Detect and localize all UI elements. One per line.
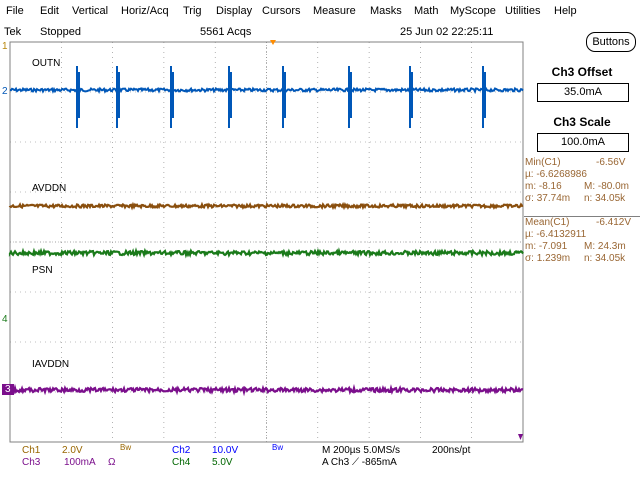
measurement-mean-c1: Mean(C1) -6.412V µ: -6.4132911 m: -7.091… bbox=[524, 217, 640, 274]
menu-utilities[interactable]: Utilities bbox=[505, 5, 541, 17]
menu-file[interactable]: File bbox=[6, 5, 24, 17]
ch3-ohm-icon: Ω bbox=[108, 457, 116, 468]
menu-bar: File Edit Vertical Horiz/Acq Trig Displa… bbox=[0, 0, 640, 24]
buttons-button[interactable]: Buttons bbox=[586, 32, 636, 52]
meas1-title: Min(C1) bbox=[525, 157, 561, 168]
trace-spike bbox=[409, 66, 413, 128]
menu-math[interactable]: Math bbox=[414, 5, 439, 17]
ch3-marker[interactable]: 3 bbox=[2, 384, 14, 395]
trace-label-outn: OUTN bbox=[32, 58, 61, 69]
trace-spike bbox=[170, 66, 174, 128]
menu-trig[interactable]: Trig bbox=[183, 5, 202, 17]
trigger-readout[interactable]: A Ch3 ⟋ -865mA bbox=[322, 457, 397, 468]
menu-myscope[interactable]: MyScope bbox=[450, 5, 496, 17]
acq-count: 5561 Acqs bbox=[200, 26, 252, 38]
meas2-mu: µ: -6.4132911 bbox=[525, 229, 587, 240]
trace-label-avddn: AVDDN bbox=[32, 183, 67, 194]
menu-cursors[interactable]: Cursors bbox=[262, 5, 301, 17]
meas1-min: m: -8.16 bbox=[525, 181, 562, 192]
measurement-divider bbox=[524, 216, 640, 217]
meas2-min: m: -7.091 bbox=[525, 241, 568, 252]
ch2-marker[interactable]: 2 bbox=[2, 86, 8, 97]
trace-spike bbox=[76, 66, 80, 128]
trace-avddn bbox=[8, 201, 524, 211]
trace-label-iavddn: IAVDDN bbox=[32, 359, 70, 370]
meas1-count: n: 34.05k bbox=[584, 193, 626, 204]
ch1-label[interactable]: Ch1 bbox=[22, 445, 41, 456]
trace-outn bbox=[9, 86, 524, 95]
trace-spike bbox=[482, 66, 486, 128]
trace-psn bbox=[8, 247, 524, 259]
trace-spike bbox=[348, 66, 352, 128]
ch3-label[interactable]: Ch3 bbox=[22, 457, 41, 468]
channel-readout-bar: Ch1 2.0V Bw Ch2 10.0V Bw M 200µs 5.0MS/s… bbox=[0, 443, 523, 480]
ch1-marker[interactable]: 1 bbox=[2, 41, 8, 52]
meas1-sigma: σ: 37.74m bbox=[525, 193, 571, 204]
measurement-min-c1: Min(C1) -6.56V µ: -6.6268986 m: -8.16 M:… bbox=[524, 157, 640, 214]
ch4-label[interactable]: Ch4 bbox=[172, 457, 191, 468]
sample-interval: 200ns/pt bbox=[432, 445, 471, 456]
scale-value-field[interactable]: 100.0mA bbox=[537, 133, 629, 152]
waveform-traces bbox=[8, 66, 524, 397]
offset-value-field[interactable]: 35.0mA bbox=[537, 83, 629, 102]
trigger-level-icon bbox=[518, 434, 523, 440]
ch1-scale[interactable]: 2.0V bbox=[62, 445, 83, 456]
meas2-title: Mean(C1) bbox=[525, 217, 570, 228]
ch4-marker[interactable]: 4 bbox=[2, 314, 8, 325]
meas2-sigma: σ: 1.239m bbox=[525, 253, 571, 264]
datetime-label: 25 Jun 02 22:25:11 bbox=[400, 26, 494, 38]
trace-spike bbox=[228, 66, 232, 128]
menu-measure[interactable]: Measure bbox=[313, 5, 356, 17]
acq-state: Stopped bbox=[40, 26, 81, 38]
ch1-bw-icon: Bw bbox=[120, 443, 132, 452]
meas1-value: -6.56V bbox=[596, 157, 626, 168]
trace-spike bbox=[282, 66, 286, 128]
menu-help[interactable]: Help bbox=[554, 5, 577, 17]
trace-iavddn bbox=[8, 383, 524, 397]
ch2-scale[interactable]: 10.0V bbox=[212, 445, 239, 456]
trace-spike bbox=[116, 66, 120, 128]
meas1-max: M: -80.0m bbox=[584, 181, 630, 192]
timebase-readout[interactable]: M 200µs 5.0MS/s bbox=[322, 445, 401, 456]
meas2-value: -6.412V bbox=[596, 217, 632, 228]
status-bar: Tek Stopped 5561 Acqs 25 Jun 02 22:25:11 bbox=[0, 24, 523, 40]
ch2-bw-icon: Bw bbox=[272, 443, 284, 452]
offset-title: Ch3 Offset bbox=[551, 65, 613, 79]
meas2-max: M: 24.3m bbox=[584, 241, 626, 252]
meas1-mu: µ: -6.6268986 bbox=[525, 169, 587, 180]
menu-horiz-acq[interactable]: Horiz/Acq bbox=[121, 5, 169, 17]
brand-label: Tek bbox=[4, 26, 22, 38]
trace-label-psn: PSN bbox=[32, 265, 53, 276]
ch4-scale[interactable]: 5.0V bbox=[212, 457, 233, 468]
ch3-scale[interactable]: 100mA bbox=[64, 457, 96, 468]
trigger-position-icon bbox=[270, 40, 276, 45]
scale-title: Ch3 Scale bbox=[553, 115, 611, 129]
meas2-count: n: 34.05k bbox=[584, 253, 626, 264]
ch2-label[interactable]: Ch2 bbox=[172, 445, 191, 456]
menu-vertical[interactable]: Vertical bbox=[72, 5, 109, 17]
menu-masks[interactable]: Masks bbox=[370, 5, 402, 17]
menu-edit[interactable]: Edit bbox=[40, 5, 59, 17]
menu-display[interactable]: Display bbox=[216, 5, 253, 17]
